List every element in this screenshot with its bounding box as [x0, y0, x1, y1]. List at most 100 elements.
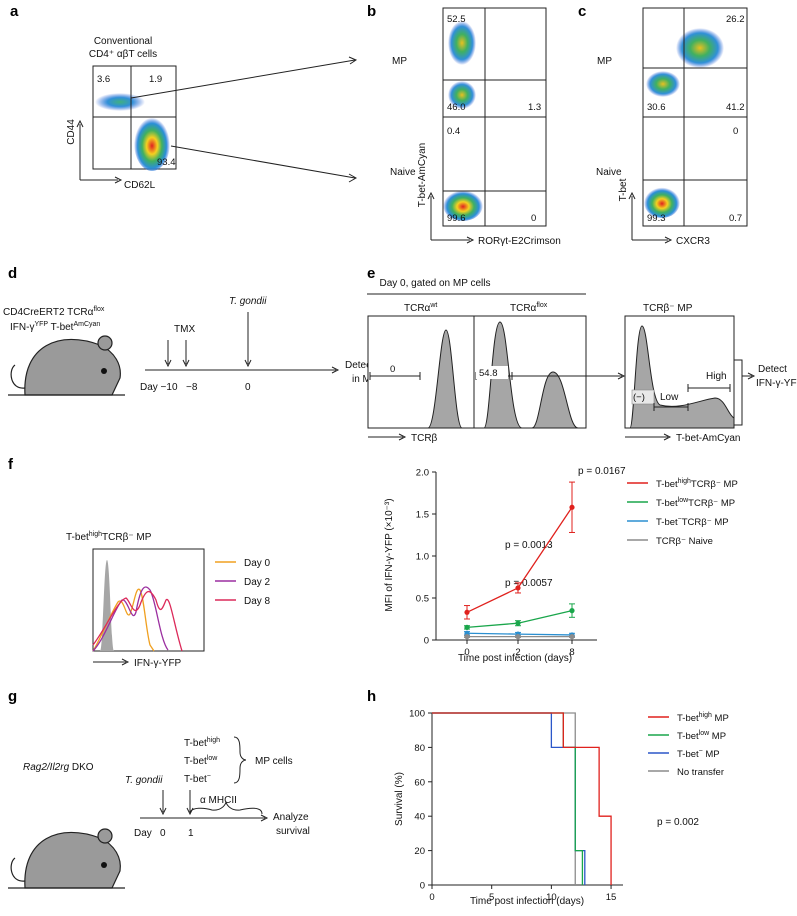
panel-c-top-q-ur: 26.2: [726, 14, 745, 25]
panel-g-antibody: α MHCII: [200, 795, 237, 806]
panel-f-hist-x-arrowhead: [121, 658, 130, 666]
chart-h-ytick-label: 100: [409, 709, 425, 720]
chart-f-point: [515, 634, 521, 640]
chart-h-xtick-label: 5: [489, 892, 494, 903]
panel-f-legend-day0: Day 0: [244, 558, 271, 569]
panel-b-bottom-cluster: [443, 189, 483, 221]
chart-h-ytick-label: 20: [414, 846, 425, 857]
panel-c-top-cluster-pos: [676, 28, 724, 68]
panel-b-bottom-q-ul: 0.4: [447, 126, 460, 137]
panel-f-hist-title: T-bethighTCRβ⁻ MP: [66, 531, 152, 543]
chart-f-ytick-label: 1.5: [416, 510, 429, 521]
panel-letter-b: b: [367, 3, 376, 20]
panel-e-h2-histogram: [474, 321, 586, 429]
panel-d-tmx-arrowhead-1: [164, 359, 172, 368]
chart-f-point: [464, 634, 470, 640]
panel-g-result-1: Analyze: [273, 812, 309, 823]
panel-b-top-cluster-high: [448, 21, 476, 65]
panel-e-detect-1: Detect: [758, 364, 787, 375]
panel-d-mouse-line2: IFN-γYFP T-betAmCyan: [10, 321, 100, 333]
chart-f-ytick-label: 2.0: [416, 468, 429, 479]
panel-g: g Rag2/Il2rg DKO T. gondii T-bethigh T-b…: [8, 688, 310, 889]
chart-h-series-line: [432, 712, 612, 885]
panel-letter-a: a: [10, 3, 19, 20]
chart-h-legend-label: No transfer: [677, 767, 724, 778]
panel-f-hist: f T-bethighTCRβ⁻ MP Day 0 Day 2 Day 8 IF…: [8, 456, 271, 669]
panel-e-h1-histogram: [368, 329, 474, 429]
panel-c-bottom-cluster: [644, 186, 680, 218]
panel-c: c MP Naive 26.2 30.6 41.2 0 99.3 0.7 T-b…: [578, 3, 748, 247]
panel-letter-f: f: [8, 456, 14, 473]
chart-f-xtick-label: 0: [464, 647, 469, 658]
panel-a-q-ur: 1.9: [149, 74, 162, 85]
panel-g-group-high: T-bethigh: [184, 737, 220, 749]
panel-e-h2-gate-label-bg: [476, 366, 508, 379]
chart-f-xtick-label: 8: [569, 647, 574, 658]
panel-d-pathogen: T. gondii: [229, 296, 267, 307]
panel-a-y-arrowhead: [76, 119, 84, 128]
chart-f-ytick-label: 0: [424, 636, 429, 647]
panel-c-y-arrowhead: [628, 191, 636, 200]
chart-f-pval-red: p = 0.0167: [578, 466, 626, 477]
panel-d-timeline-head: [331, 366, 340, 374]
panel-e-neg-gate-box: [631, 389, 655, 405]
panel-c-bottom-q-lr: 0.7: [729, 213, 742, 224]
panel-b-row-naive: Naive: [390, 167, 416, 178]
panel-e-detect-2: IFN-γ-YFP: [756, 378, 797, 389]
chart-h-xtick-label: 15: [606, 892, 617, 903]
chart-h-pval: p = 0.002: [657, 817, 699, 828]
panel-c-xlabel: CXCR3: [676, 236, 710, 247]
chart-f-pval-red-mid: p = 0.0013: [505, 540, 553, 551]
chart-f-legend: T-bethighTCRβ⁻ MP T-betlowTCRβ⁻ MP T-bet−T…: [627, 478, 738, 547]
panel-g-day-label: Day: [134, 828, 152, 839]
panel-g-day-0: 0: [160, 828, 166, 839]
chart-f-legend-label: T-betlowTCRβ⁻ MP: [656, 497, 735, 509]
panel-d-day-minus8: −8: [186, 382, 198, 393]
panel-a-q-lr: 93.4: [157, 157, 176, 168]
chart-f-legend-label: T-bethighTCRβ⁻ MP: [656, 478, 738, 490]
chart-f-ylabel: MFI of IFN-γ-YFP (×10⁻³): [384, 498, 395, 611]
panel-b-top-q-ul: 52.5: [447, 14, 466, 25]
chart-f-point: [569, 608, 575, 614]
panel-b-ylabel: T-bet-AmCyan: [417, 143, 428, 207]
panel-c-bottom-q-ll: 99.3: [647, 213, 666, 224]
panel-b-x-arrowhead: [466, 236, 475, 244]
panel-e-neg-label: (−): [633, 392, 645, 403]
panel-b-xlabel: RORγt-E2Crimson: [478, 236, 561, 247]
panel-b-bottom-q-lr: 0: [531, 213, 536, 224]
chart-h-ylabel: Survival (%): [394, 772, 405, 826]
chart-h-xtick-label: 10: [546, 892, 557, 903]
chart-h-legend-label: T-bet− MP: [677, 748, 720, 760]
chart-h-legend-label: T-betlow MP: [677, 730, 726, 742]
panel-b-bottom-q-ll: 99.6: [447, 213, 466, 224]
panel-a-x-arrowhead: [114, 176, 123, 184]
panel-h-survival-chart: h Survival (%) Time post infection (days…: [367, 688, 729, 907]
panel-letter-e: e: [367, 265, 375, 282]
panel-a-q-ul: 3.6: [97, 74, 110, 85]
panel-letter-g: g: [8, 688, 17, 705]
panel-d: d CD4CreERT2 TCRαflox IFN-γYFP T-betAmCy…: [3, 265, 401, 396]
chart-h-ytick-label: 60: [414, 777, 425, 788]
panel-e-xlabel-1: TCRβ: [411, 433, 438, 444]
panel-a-naive-cluster: [134, 115, 170, 171]
panel-g-antibody-brace: [189, 801, 263, 815]
chart-f-legend-label: T-bet−TCRβ⁻ MP: [656, 516, 729, 528]
panel-a-title-1: Conventional: [94, 36, 152, 47]
panel-e-h2-gate-value: 54.8: [479, 368, 498, 379]
panel-a-arrow-to-naive: [170, 145, 356, 179]
panel-g-group-low: T-betlow: [184, 755, 218, 767]
panel-f-hist-xlabel: IFN-γ-YFP: [134, 658, 182, 669]
panel-a-xlabel: CD62L: [124, 180, 156, 191]
panel-e-low-label: Low: [660, 392, 679, 403]
panel-e-h3-title: TCRβ⁻ MP: [643, 303, 693, 314]
chart-h-ytick-label: 80: [414, 743, 425, 754]
panel-e-header: Day 0, gated on MP cells: [380, 278, 491, 289]
panel-letter-h: h: [367, 688, 376, 705]
panel-f-hist-isotype: [93, 560, 204, 651]
panel-c-x-arrowhead: [664, 236, 673, 244]
chart-f-xtick-label: 2: [515, 647, 520, 658]
panel-g-result-2: survival: [276, 826, 310, 837]
panel-c-top-q-lr: 41.2: [726, 102, 745, 113]
panel-c-top-cluster-neg: [646, 71, 680, 97]
panel-e-merge-bracket: [734, 359, 743, 426]
